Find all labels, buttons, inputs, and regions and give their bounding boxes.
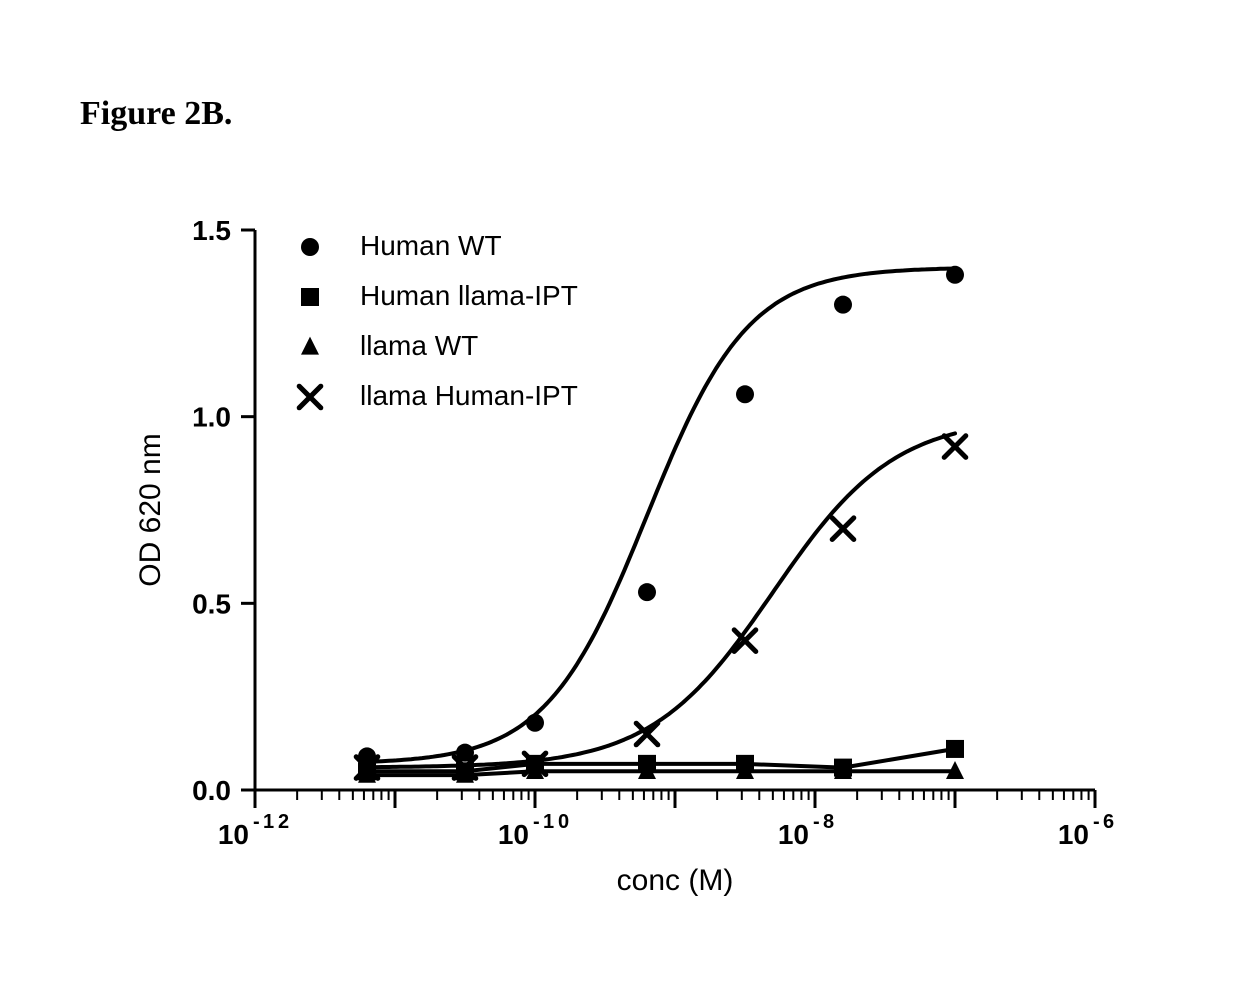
svg-text:1: 1: [263, 811, 274, 833]
marker-square: [834, 759, 852, 777]
x-axis-label: conc (M): [617, 864, 734, 897]
y-tick-label: 1.5: [192, 215, 231, 246]
legend-label: llama Human-IPT: [360, 380, 578, 411]
svg-text:0: 0: [558, 811, 569, 833]
legend-label: Human WT: [360, 230, 502, 261]
legend: Human WT Human llama-IPT llama WT llama Hum…: [299, 230, 578, 411]
marker-circle: [526, 714, 544, 732]
chart: 10-1210-1010-810-6conc (M)0.00.51.01.5OD…: [0, 0, 1240, 1008]
y-tick-label: 1.0: [192, 402, 231, 433]
svg-text:-: -: [813, 811, 820, 833]
svg-text:6: 6: [1103, 811, 1114, 833]
x-tick-label: 10-8: [778, 811, 834, 850]
marker-circle: [834, 296, 852, 314]
marker-circle: [736, 385, 754, 403]
marker-circle: [946, 266, 964, 284]
svg-text:2: 2: [278, 811, 289, 833]
marker-square: [638, 755, 656, 773]
chart-svg: 10-1210-1010-810-6conc (M)0.00.51.01.5OD…: [0, 0, 1240, 1008]
x-tick-label: 10-6: [1058, 811, 1114, 850]
svg-text:8: 8: [823, 811, 834, 833]
legend-label: Human llama-IPT: [360, 280, 578, 311]
svg-text:10: 10: [1058, 819, 1089, 850]
svg-text:-: -: [253, 811, 260, 833]
marker-square: [301, 288, 319, 306]
svg-text:10: 10: [778, 819, 809, 850]
svg-text:1: 1: [543, 811, 554, 833]
marker-circle: [456, 744, 474, 762]
marker-circle: [358, 747, 376, 765]
y-tick-label: 0.0: [192, 775, 231, 806]
y-axis-label: OD 620 nm: [134, 433, 167, 586]
svg-text:10: 10: [498, 819, 529, 850]
marker-circle: [638, 583, 656, 601]
svg-text:-: -: [1093, 811, 1100, 833]
marker-triangle: [301, 337, 319, 355]
marker-circle: [301, 238, 319, 256]
legend-label: llama WT: [360, 330, 478, 361]
x-tick-label: 10-12: [218, 811, 289, 850]
svg-text:-: -: [533, 811, 540, 833]
x-tick-label: 10-10: [498, 811, 569, 850]
svg-text:10: 10: [218, 819, 249, 850]
marker-square: [946, 740, 964, 758]
y-tick-label: 0.5: [192, 588, 231, 619]
page: Figure 2B. 10-1210-1010-810-6conc (M)0.0…: [0, 0, 1240, 1008]
marker-square: [736, 755, 754, 773]
